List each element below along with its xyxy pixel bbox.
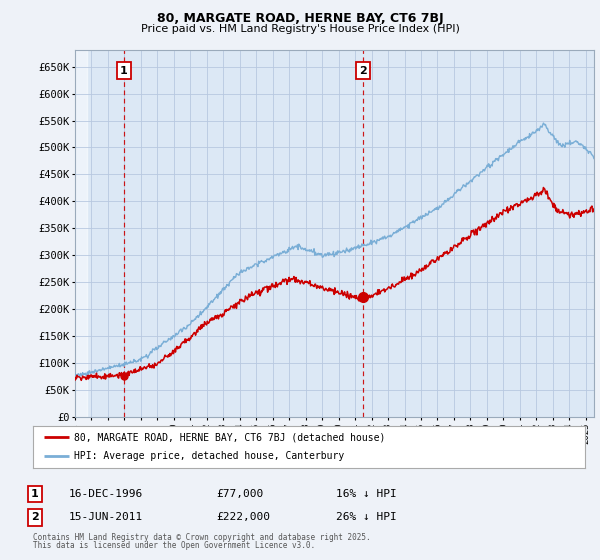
Text: Contains HM Land Registry data © Crown copyright and database right 2025.: Contains HM Land Registry data © Crown c… bbox=[33, 533, 371, 542]
Text: £222,000: £222,000 bbox=[216, 512, 270, 522]
Text: 1: 1 bbox=[120, 66, 128, 76]
Text: 16-DEC-1996: 16-DEC-1996 bbox=[69, 489, 143, 499]
Text: 80, MARGATE ROAD, HERNE BAY, CT6 7BJ (detached house): 80, MARGATE ROAD, HERNE BAY, CT6 7BJ (de… bbox=[74, 432, 386, 442]
Text: 16% ↓ HPI: 16% ↓ HPI bbox=[336, 489, 397, 499]
Text: 26% ↓ HPI: 26% ↓ HPI bbox=[336, 512, 397, 522]
Text: 1: 1 bbox=[31, 489, 38, 499]
Text: This data is licensed under the Open Government Licence v3.0.: This data is licensed under the Open Gov… bbox=[33, 541, 315, 550]
Text: £77,000: £77,000 bbox=[216, 489, 263, 499]
Text: HPI: Average price, detached house, Canterbury: HPI: Average price, detached house, Cant… bbox=[74, 451, 344, 461]
Text: 2: 2 bbox=[31, 512, 38, 522]
Text: 15-JUN-2011: 15-JUN-2011 bbox=[69, 512, 143, 522]
Text: 2: 2 bbox=[359, 66, 367, 76]
Text: Price paid vs. HM Land Registry's House Price Index (HPI): Price paid vs. HM Land Registry's House … bbox=[140, 24, 460, 34]
Bar bbox=[75, 50, 88, 417]
Text: 80, MARGATE ROAD, HERNE BAY, CT6 7BJ: 80, MARGATE ROAD, HERNE BAY, CT6 7BJ bbox=[157, 12, 443, 25]
